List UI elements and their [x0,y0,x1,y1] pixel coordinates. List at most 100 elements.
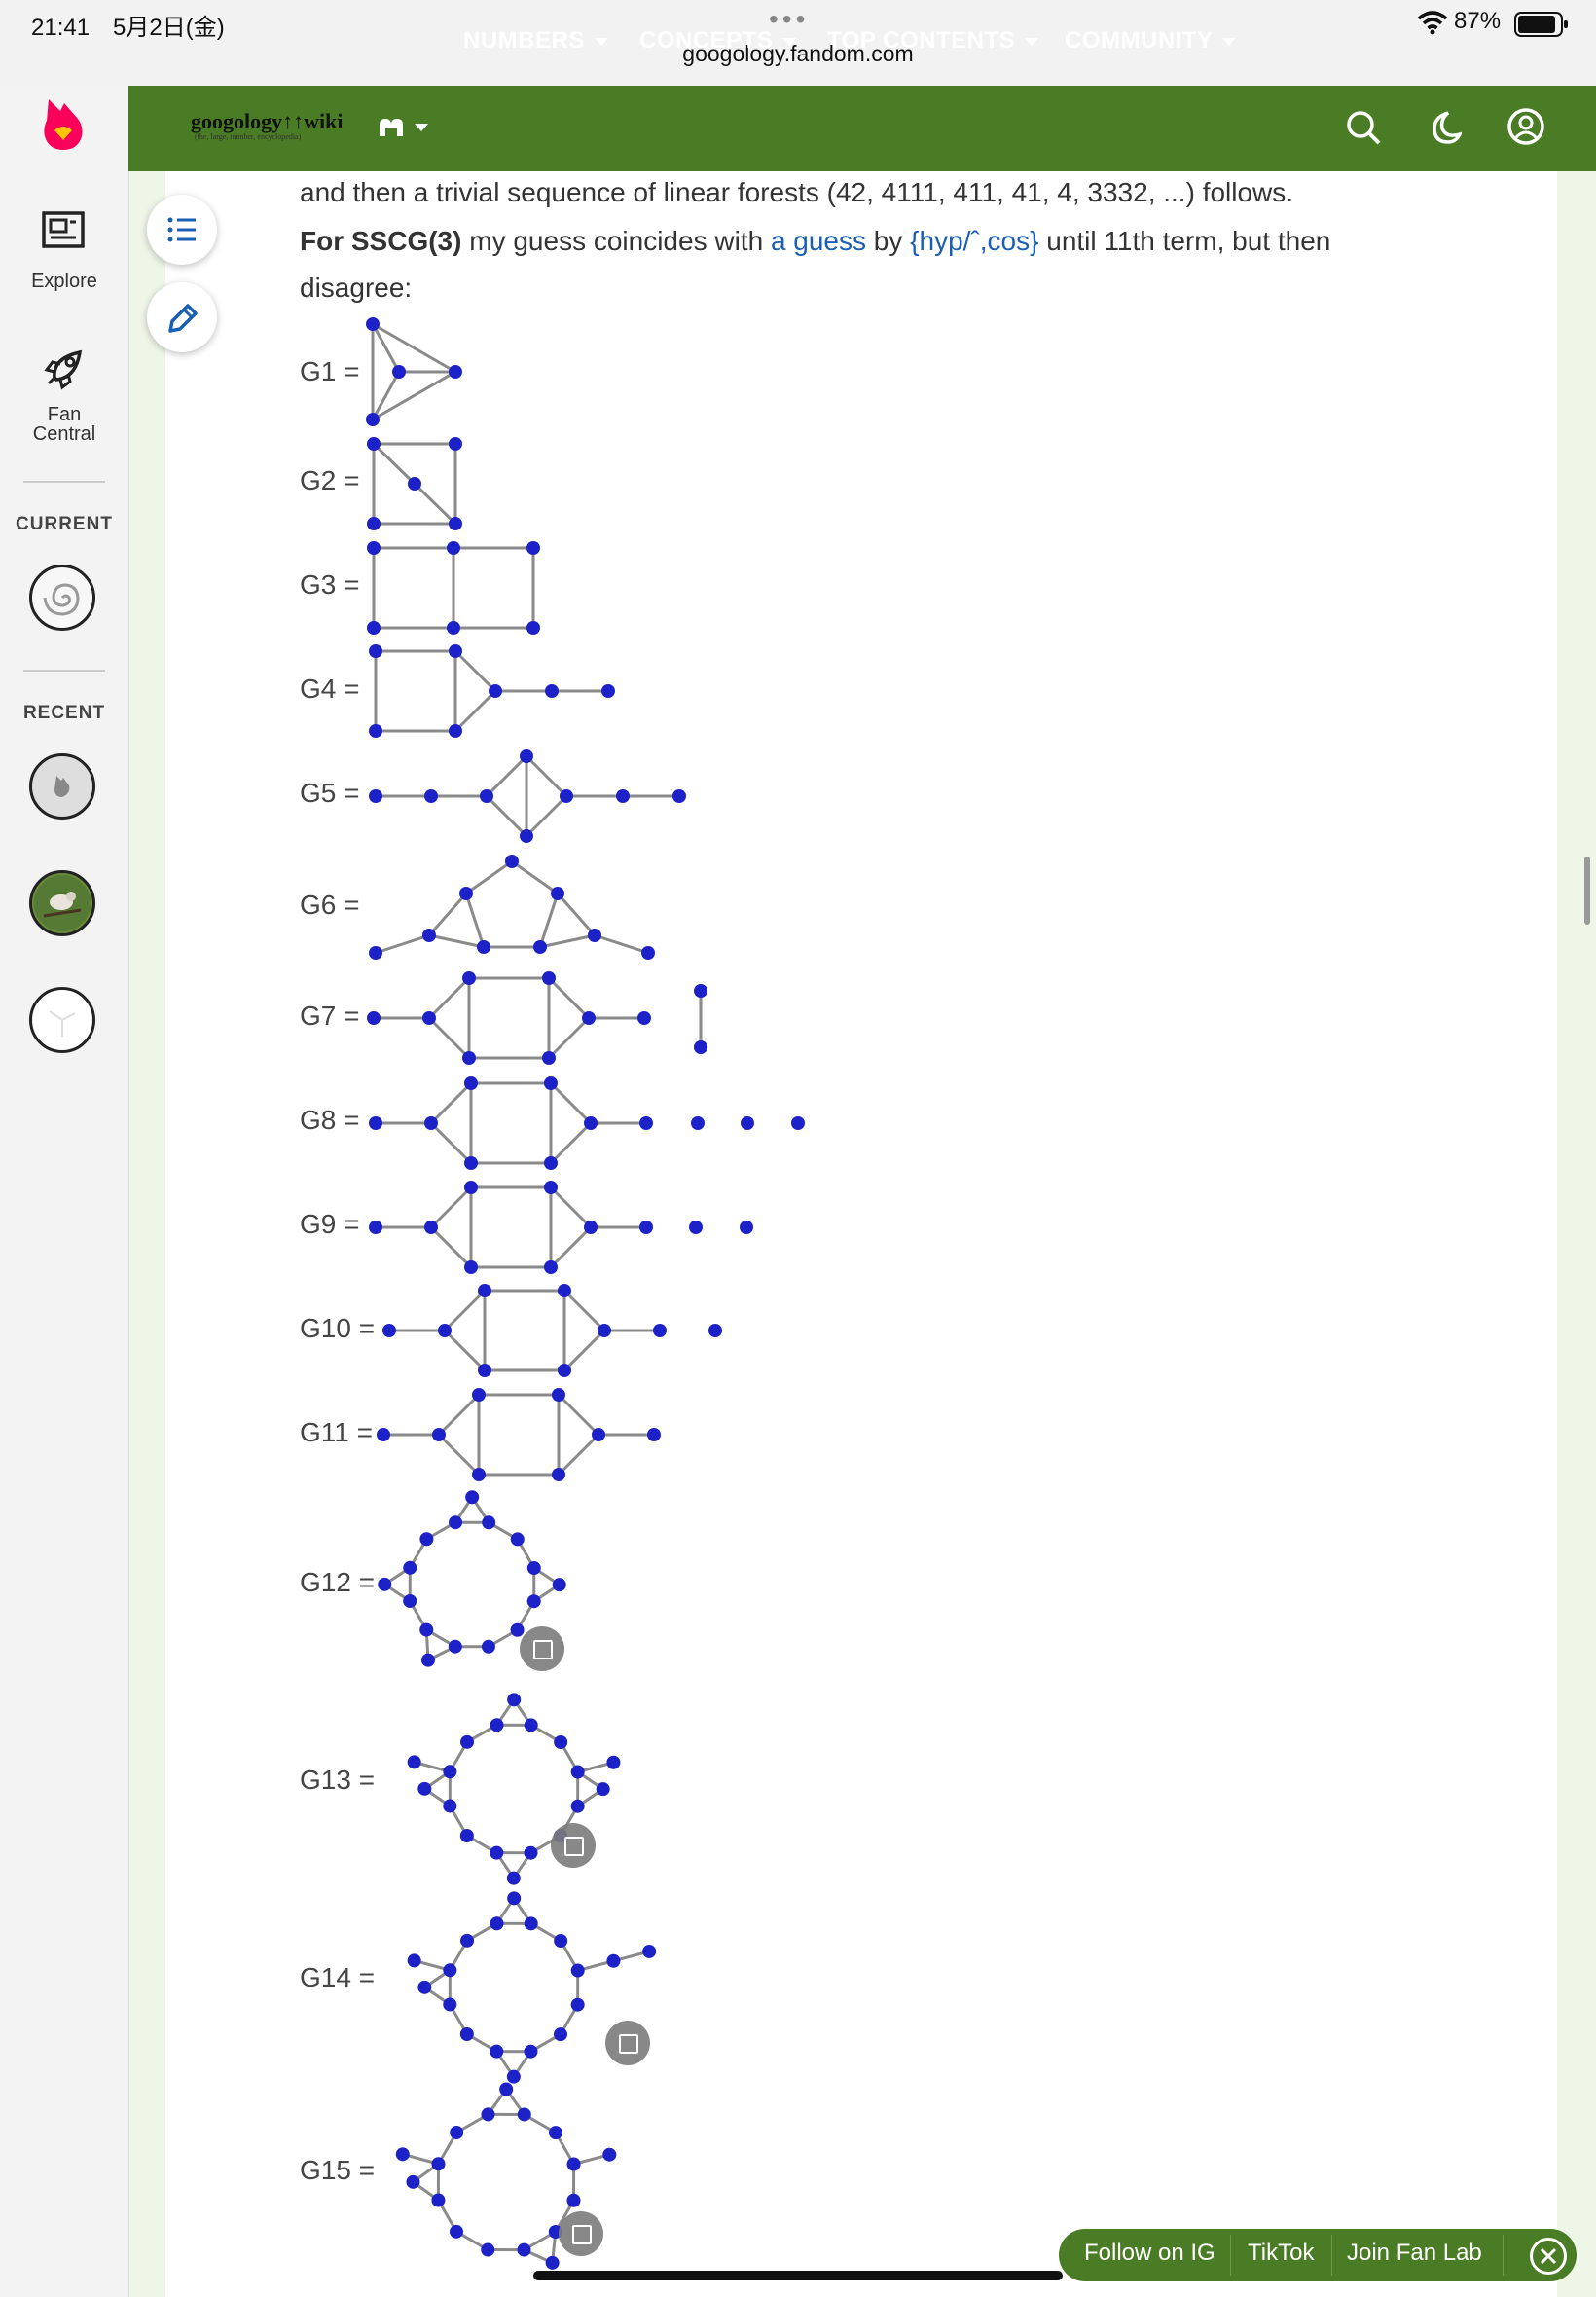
fandom-logo-icon[interactable] [41,95,86,154]
graph-edge [464,893,486,948]
graph-vertex [566,2193,581,2207]
graph-edge [557,1393,600,1437]
rail-fan-central-label[interactable]: Fan Central [32,404,96,445]
graph [369,749,686,843]
graph [369,1076,653,1170]
left-rail [0,86,129,2297]
graph-vertex [517,2107,531,2122]
close-fan-bar-button[interactable] [1530,2238,1567,2275]
graph-vertex [395,2147,410,2162]
top-nav-bar [128,86,1596,171]
graph [367,437,462,530]
spiral-icon [43,583,80,616]
graph-vertex [490,1916,504,1931]
toc-button[interactable] [147,195,217,265]
text-span: by [866,226,911,256]
explore-icon[interactable] [41,210,86,249]
graph-vertex [367,621,381,635]
follow-ig-button[interactable]: Follow on IG [1084,2240,1215,2266]
text-span: until 11th term, but then [1038,226,1331,256]
graph-label: G11 = [300,1417,373,1447]
more-dots-icon[interactable]: ••• [769,4,810,34]
a-guess-link[interactable]: a guess [770,226,867,256]
nav-top-contents[interactable]: TOP CONTENTS [827,27,1039,55]
graph-vertex [369,1221,382,1234]
current-wiki-avatar[interactable] [29,565,95,631]
graph-vertex [424,789,438,803]
graph-vertex [403,1560,417,1575]
graph-vertex [422,929,436,942]
graph-label: G12 = [300,1567,376,1597]
sscg3-bold: For SSCG(3) [300,226,462,256]
graph-vertex [672,789,686,803]
graph-vertex [588,929,601,942]
graph-vertex [524,1718,538,1732]
graph-vertex [407,1953,421,1968]
recent-wiki-avatar-3[interactable] [29,987,95,1053]
search-icon[interactable] [1345,109,1382,146]
graph-label: G14 = [300,1962,376,1992]
graph-vertex [592,1428,605,1441]
join-fan-lab-button[interactable]: Join Fan Lab [1347,2240,1482,2266]
hyp-cos-user-link[interactable]: {hyp/ˆ,cos} [910,226,1039,256]
graph-vertex [464,1260,478,1274]
graph-vertex [424,1116,438,1130]
fandom-grey-icon [54,776,70,797]
graph-vertex [596,1782,610,1797]
graph-vertex [378,1577,392,1591]
graph-vertex [566,2157,581,2171]
address-url[interactable]: googology.fandom.com [682,41,914,66]
dark-mode-moon-icon[interactable] [1427,109,1462,146]
scrollbar-thumb[interactable] [1584,857,1590,925]
rail-explore-label[interactable]: Explore [31,271,97,292]
graph-edge [511,859,559,895]
expand-image-button[interactable] [520,1626,564,1671]
wiki-logo[interactable]: googology↑↑wiki [191,109,344,133]
graph-label: G13 = [300,1765,376,1795]
graph-vertex [490,1845,504,1860]
edit-button[interactable] [147,282,217,352]
nav-concepts[interactable]: CONCEPTS [639,27,797,55]
graph [367,541,540,635]
expand-image-button[interactable] [559,2211,603,2256]
graph-edge [443,1329,487,1372]
divider [1331,2235,1332,2276]
graph-edge [556,893,597,936]
graph-edge [594,933,649,955]
recent-wiki-avatar-1[interactable] [29,753,95,820]
graph-vertex [570,1799,585,1813]
graph-vertex [443,1799,457,1813]
nav-numbers[interactable]: NUMBERS [463,27,608,55]
wiki-menu[interactable] [378,117,428,138]
graph-vertex [524,1845,538,1860]
expand-image-button[interactable] [605,2021,650,2065]
graph [407,1891,657,2084]
graph-vertex [544,1156,558,1170]
graph-edge [525,794,568,838]
nav-community[interactable]: COMMUNITY [1065,27,1237,55]
graph-vertex [606,1953,621,1968]
graph [691,1116,805,1130]
rocket-icon[interactable] [41,345,88,391]
tiktok-button[interactable]: TikTok [1248,2240,1315,2266]
expand-image-button[interactable] [551,1823,596,1868]
status-bar [0,0,1596,86]
graph-vertex [369,1116,382,1130]
graph-vertex [443,1997,457,2012]
graph-vertex [510,1622,525,1637]
recent-wiki-avatar-2[interactable] [29,870,95,936]
home-indicator [533,2271,1063,2280]
graph [369,855,655,960]
graph-vertex [403,1593,417,1608]
graph-edge [562,1289,606,1332]
graph-vertex [422,1011,436,1025]
graph-vertex [542,971,556,985]
graph-vertex [419,1532,434,1547]
user-account-icon[interactable] [1506,107,1545,146]
graph-vertex [443,1963,457,1978]
graph-vertex [459,1828,474,1842]
graph-vertex [560,789,573,803]
rail-divider [23,670,105,672]
graph-vertex [481,1639,495,1654]
graph-vertex [459,2026,474,2041]
